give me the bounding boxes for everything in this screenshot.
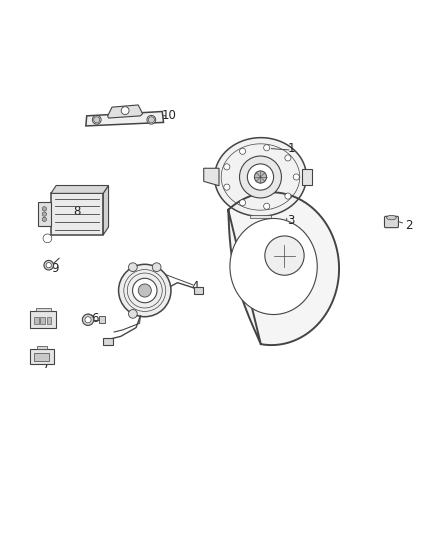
- Circle shape: [82, 314, 94, 326]
- Polygon shape: [86, 111, 163, 126]
- Circle shape: [44, 261, 53, 270]
- FancyBboxPatch shape: [46, 317, 51, 324]
- Text: 10: 10: [161, 109, 176, 123]
- Circle shape: [85, 317, 91, 323]
- Text: 8: 8: [74, 205, 81, 219]
- FancyBboxPatch shape: [30, 311, 56, 328]
- FancyBboxPatch shape: [37, 345, 47, 349]
- Circle shape: [240, 148, 246, 155]
- Text: 6: 6: [91, 312, 98, 325]
- Text: 3: 3: [287, 214, 295, 227]
- Circle shape: [43, 234, 52, 243]
- Circle shape: [224, 164, 230, 170]
- Text: 5: 5: [47, 312, 55, 325]
- Circle shape: [128, 310, 137, 318]
- FancyBboxPatch shape: [35, 308, 51, 311]
- FancyBboxPatch shape: [38, 202, 51, 227]
- Circle shape: [138, 284, 151, 297]
- Text: 4: 4: [191, 280, 199, 293]
- Circle shape: [119, 264, 171, 317]
- FancyBboxPatch shape: [34, 317, 39, 324]
- FancyBboxPatch shape: [30, 349, 53, 364]
- Circle shape: [42, 217, 46, 222]
- Circle shape: [152, 263, 161, 271]
- Circle shape: [148, 117, 154, 123]
- Circle shape: [133, 278, 157, 303]
- Circle shape: [224, 184, 230, 190]
- Polygon shape: [204, 168, 219, 185]
- Polygon shape: [103, 185, 109, 235]
- Ellipse shape: [230, 219, 317, 314]
- Ellipse shape: [387, 215, 396, 220]
- FancyBboxPatch shape: [99, 316, 105, 323]
- Circle shape: [264, 144, 270, 151]
- FancyBboxPatch shape: [51, 193, 103, 235]
- Circle shape: [42, 207, 46, 211]
- Polygon shape: [250, 215, 272, 219]
- Circle shape: [265, 236, 304, 275]
- Polygon shape: [302, 169, 312, 185]
- Text: 9: 9: [52, 262, 59, 275]
- FancyBboxPatch shape: [40, 317, 45, 324]
- Circle shape: [92, 116, 101, 124]
- Polygon shape: [51, 185, 109, 193]
- Circle shape: [121, 107, 129, 115]
- FancyBboxPatch shape: [34, 352, 49, 361]
- FancyBboxPatch shape: [385, 216, 399, 228]
- Circle shape: [128, 263, 137, 271]
- Text: 2: 2: [405, 219, 413, 231]
- Circle shape: [42, 212, 46, 216]
- Circle shape: [293, 174, 299, 180]
- Text: 7: 7: [43, 358, 50, 372]
- Polygon shape: [228, 192, 339, 345]
- Polygon shape: [215, 138, 306, 216]
- Circle shape: [247, 164, 274, 190]
- Text: 1: 1: [287, 142, 295, 155]
- Circle shape: [94, 117, 100, 123]
- Circle shape: [285, 155, 291, 161]
- Circle shape: [240, 156, 282, 198]
- Circle shape: [147, 116, 155, 124]
- Polygon shape: [108, 105, 143, 118]
- FancyBboxPatch shape: [103, 338, 113, 345]
- Circle shape: [285, 193, 291, 199]
- Circle shape: [264, 203, 270, 209]
- Circle shape: [254, 171, 267, 183]
- Circle shape: [46, 263, 51, 268]
- Circle shape: [240, 200, 246, 206]
- FancyBboxPatch shape: [194, 287, 203, 294]
